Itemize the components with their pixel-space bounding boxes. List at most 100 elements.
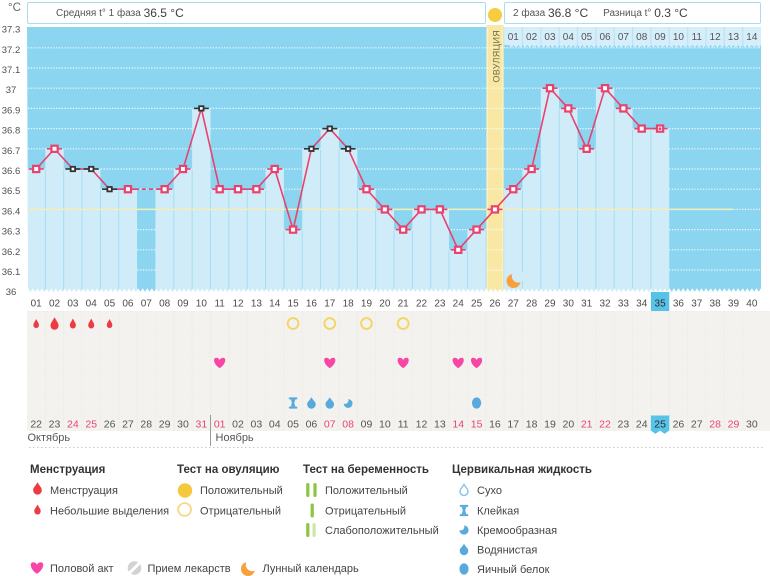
svg-text:20: 20 bbox=[562, 419, 574, 431]
svg-text:05: 05 bbox=[287, 419, 299, 431]
svg-text:18: 18 bbox=[343, 299, 355, 310]
svg-text:27: 27 bbox=[691, 419, 703, 431]
svg-text:07: 07 bbox=[324, 419, 336, 431]
svg-text:03: 03 bbox=[544, 32, 556, 43]
svg-text:04: 04 bbox=[563, 32, 575, 43]
svg-text:Менструация: Менструация bbox=[50, 485, 118, 497]
svg-text:06: 06 bbox=[122, 299, 134, 310]
svg-text:Водянистая: Водянистая bbox=[477, 545, 537, 557]
svg-text:26: 26 bbox=[673, 419, 685, 431]
svg-text:30: 30 bbox=[746, 419, 758, 431]
svg-text:Тест на овуляцию: Тест на овуляцию bbox=[177, 464, 280, 476]
svg-text:30: 30 bbox=[177, 419, 189, 431]
svg-text:11: 11 bbox=[398, 419, 409, 431]
svg-text:36.7: 36.7 bbox=[2, 146, 21, 157]
svg-text:36.8: 36.8 bbox=[2, 126, 21, 137]
svg-text:36.5: 36.5 bbox=[2, 186, 21, 197]
svg-text:08: 08 bbox=[342, 419, 354, 431]
svg-text:Положительный: Положительный bbox=[200, 485, 283, 497]
svg-text:23: 23 bbox=[434, 299, 446, 310]
svg-text:20: 20 bbox=[379, 299, 391, 310]
svg-text:13: 13 bbox=[251, 299, 263, 310]
svg-text:37.2: 37.2 bbox=[2, 45, 21, 56]
svg-text:17: 17 bbox=[324, 299, 336, 310]
svg-text:Положительный: Положительный bbox=[325, 485, 408, 497]
svg-text:17: 17 bbox=[507, 419, 519, 431]
svg-text:06: 06 bbox=[306, 419, 318, 431]
svg-text:01: 01 bbox=[508, 32, 520, 43]
svg-text:36.3: 36.3 bbox=[2, 227, 21, 238]
svg-text:38: 38 bbox=[710, 299, 722, 310]
svg-text:10: 10 bbox=[379, 419, 391, 431]
svg-text:05: 05 bbox=[104, 299, 116, 310]
svg-text:Слабоположительный: Слабоположительный bbox=[325, 525, 439, 537]
svg-text:27: 27 bbox=[122, 419, 134, 431]
svg-text:Небольшие выделения: Небольшие выделения bbox=[50, 506, 169, 518]
svg-text:Яичный белок: Яичный белок bbox=[477, 564, 550, 576]
svg-text:°C: °C bbox=[8, 2, 21, 14]
svg-text:19: 19 bbox=[544, 419, 556, 431]
svg-text:13: 13 bbox=[434, 419, 446, 431]
svg-text:16: 16 bbox=[489, 419, 501, 431]
svg-text:07: 07 bbox=[618, 32, 630, 43]
svg-text:10: 10 bbox=[196, 299, 208, 310]
svg-text:31: 31 bbox=[195, 419, 207, 431]
svg-text:23: 23 bbox=[49, 419, 61, 431]
svg-text:13: 13 bbox=[728, 32, 740, 43]
svg-text:Кремообразная: Кремообразная bbox=[477, 525, 557, 537]
svg-text:26: 26 bbox=[489, 299, 501, 310]
svg-text:10: 10 bbox=[673, 32, 685, 43]
svg-text:ОВУЛЯЦИЯ: ОВУЛЯЦИЯ bbox=[491, 30, 501, 83]
svg-text:35: 35 bbox=[655, 299, 667, 310]
svg-text:24: 24 bbox=[453, 299, 465, 310]
svg-text:37.1: 37.1 bbox=[2, 65, 21, 76]
svg-text:27: 27 bbox=[508, 299, 520, 310]
svg-text:15: 15 bbox=[288, 299, 300, 310]
svg-text:36.9: 36.9 bbox=[2, 105, 21, 116]
svg-text:08: 08 bbox=[159, 299, 171, 310]
svg-text:Тест на беременность: Тест на беременность bbox=[303, 464, 429, 476]
svg-text:04: 04 bbox=[86, 299, 98, 310]
svg-text:16: 16 bbox=[306, 299, 318, 310]
svg-text:09: 09 bbox=[361, 419, 373, 431]
svg-text:14: 14 bbox=[269, 299, 281, 310]
svg-text:39: 39 bbox=[728, 299, 740, 310]
svg-text:34: 34 bbox=[636, 299, 648, 310]
svg-text:09: 09 bbox=[177, 299, 189, 310]
svg-text:40: 40 bbox=[746, 299, 758, 310]
svg-text:08: 08 bbox=[636, 32, 648, 43]
svg-text:12: 12 bbox=[416, 419, 428, 431]
svg-text:37: 37 bbox=[6, 85, 17, 96]
svg-text:37: 37 bbox=[691, 299, 703, 310]
svg-text:36: 36 bbox=[673, 299, 685, 310]
svg-text:25: 25 bbox=[471, 299, 483, 310]
svg-text:22: 22 bbox=[599, 419, 611, 431]
svg-text:22: 22 bbox=[30, 419, 42, 431]
svg-text:26: 26 bbox=[104, 419, 116, 431]
svg-text:24: 24 bbox=[636, 419, 648, 431]
svg-text:36.6: 36.6 bbox=[2, 166, 21, 177]
svg-text:Клейкая: Клейкая bbox=[477, 506, 519, 518]
svg-text:01: 01 bbox=[31, 299, 43, 310]
svg-text:29: 29 bbox=[728, 419, 740, 431]
svg-text:06: 06 bbox=[599, 32, 611, 43]
svg-text:19: 19 bbox=[361, 299, 373, 310]
svg-text:Лунный календарь: Лунный календарь bbox=[263, 563, 360, 575]
svg-text:15: 15 bbox=[471, 419, 483, 431]
svg-text:14: 14 bbox=[746, 32, 758, 43]
svg-text:31: 31 bbox=[581, 299, 593, 310]
svg-text:29: 29 bbox=[544, 299, 556, 310]
svg-text:Сухо: Сухо bbox=[477, 485, 502, 497]
svg-text:11: 11 bbox=[214, 299, 225, 310]
svg-text:24: 24 bbox=[67, 419, 79, 431]
svg-text:Цервикальная жидкость: Цервикальная жидкость bbox=[452, 464, 592, 476]
svg-text:36.4: 36.4 bbox=[2, 206, 21, 217]
svg-text:11: 11 bbox=[692, 32, 703, 43]
svg-text:25: 25 bbox=[654, 419, 666, 431]
svg-text:02: 02 bbox=[49, 299, 61, 310]
svg-text:33: 33 bbox=[618, 299, 630, 310]
svg-text:28: 28 bbox=[140, 419, 152, 431]
svg-text:14: 14 bbox=[452, 419, 464, 431]
svg-text:12: 12 bbox=[710, 32, 722, 43]
svg-text:09: 09 bbox=[655, 32, 667, 43]
